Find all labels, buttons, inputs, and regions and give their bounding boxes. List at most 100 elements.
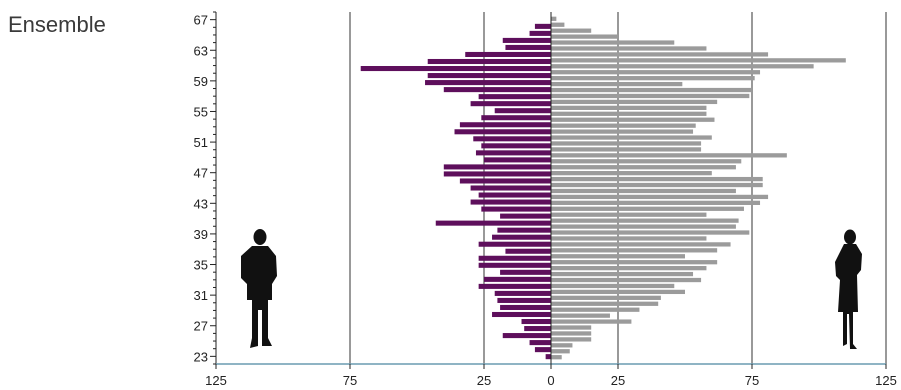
right-bar (551, 289, 685, 295)
right-bar (551, 40, 675, 45)
right-bar (551, 58, 846, 63)
right-bar (551, 52, 769, 57)
y-tick-label: 31 (194, 288, 208, 303)
left-bar (478, 241, 551, 247)
left-bar (505, 44, 551, 50)
left-bar (470, 199, 551, 205)
right-bar (551, 271, 694, 277)
right-bar (551, 343, 573, 348)
right-bar (551, 277, 702, 283)
right-bars (551, 16, 846, 360)
right-bar (551, 129, 694, 134)
y-tick-label: 67 (194, 13, 208, 28)
left-bar (459, 122, 551, 128)
right-bar (551, 147, 702, 152)
x-tick-label: 75 (745, 373, 759, 388)
left-bar (459, 178, 551, 184)
right-bar (551, 200, 761, 205)
right-bar (551, 260, 718, 265)
chart-title: Ensemble (8, 12, 106, 37)
x-tick-label: 0 (547, 373, 554, 388)
right-bar (551, 22, 565, 27)
left-bar (427, 58, 551, 65)
right-bar (551, 349, 570, 354)
left-bar (534, 347, 551, 353)
right-bar (551, 117, 715, 122)
right-bar (551, 159, 742, 164)
right-bar (551, 242, 731, 247)
man-silhouette-icon (241, 229, 277, 348)
left-bar (500, 269, 551, 275)
right-bar (551, 337, 592, 342)
right-bar (551, 319, 632, 324)
left-bar (502, 333, 551, 339)
left-bar (478, 283, 551, 289)
woman-silhouette-icon (835, 229, 862, 349)
y-tick-label: 55 (194, 104, 208, 119)
right-bar (551, 266, 707, 271)
left-bar (481, 143, 551, 149)
right-bar (551, 218, 739, 223)
right-bar (551, 70, 761, 75)
right-bar (551, 99, 718, 105)
right-bar (551, 46, 707, 51)
right-bar (551, 307, 640, 312)
left-bar (502, 37, 551, 43)
left-bar (478, 255, 551, 261)
left-bar (545, 354, 551, 360)
y-tick-label: 59 (194, 74, 208, 89)
left-bar (360, 66, 551, 72)
right-bar (551, 325, 592, 330)
left-bar (454, 129, 551, 135)
left-bar (470, 101, 551, 107)
right-bar (551, 188, 736, 194)
left-bar (481, 115, 551, 121)
right-bar (551, 182, 763, 188)
left-bar (478, 262, 551, 268)
right-bar (551, 212, 707, 217)
right-bar (551, 76, 755, 81)
left-bar (500, 213, 551, 219)
left-bar (529, 340, 551, 346)
right-bar (551, 236, 707, 241)
right-bar (551, 28, 592, 33)
left-bar (505, 248, 551, 254)
right-bar (551, 283, 675, 289)
left-bar (425, 80, 551, 86)
y-tick-label: 35 (194, 258, 208, 273)
right-bar (551, 194, 769, 200)
left-bar (470, 185, 551, 191)
right-bar (551, 331, 592, 336)
right-bar (551, 165, 736, 170)
left-bar (524, 326, 551, 332)
left-bar (465, 51, 551, 58)
right-bar (551, 141, 702, 146)
left-bar (443, 87, 551, 93)
left-bar (534, 23, 551, 29)
left-bar (478, 94, 551, 100)
left-bar (484, 157, 551, 163)
left-bar (494, 290, 551, 296)
x-tick-label: 125 (875, 373, 897, 388)
left-bar (497, 297, 551, 303)
right-bar (551, 111, 707, 116)
right-bar (551, 135, 712, 140)
right-bar (551, 224, 736, 229)
right-bar (551, 105, 707, 110)
x-tick-label: 25 (477, 373, 491, 388)
left-bar (529, 30, 551, 36)
left-bar (497, 227, 551, 233)
y-tick-label: 43 (194, 196, 208, 211)
right-bar (551, 295, 661, 300)
left-bar (484, 276, 551, 282)
right-bar (551, 34, 618, 39)
x-axis: 125 75 25 0 25 75 125 (205, 12, 897, 388)
left-bar (443, 171, 551, 177)
left-bar (427, 73, 551, 79)
right-bar (551, 206, 744, 211)
right-bar (551, 171, 712, 176)
right-bar (551, 64, 814, 69)
y-axis: 23 27 31 35 39 43 47 51 55 59 63 67 (194, 11, 217, 365)
left-bar (481, 206, 551, 212)
